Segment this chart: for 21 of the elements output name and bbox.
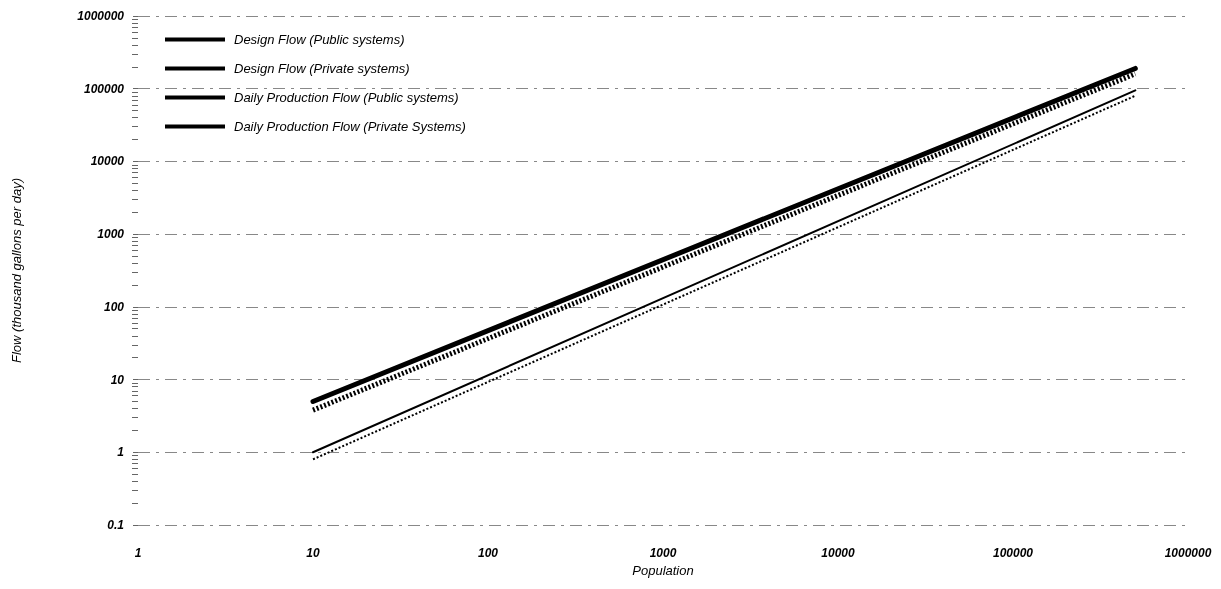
x-tick-label: 10 xyxy=(306,546,320,560)
x-tick-label: 100 xyxy=(477,546,499,560)
x-tick-label: 1000000 xyxy=(1164,546,1212,560)
x-tick-label: 10000 xyxy=(821,546,856,560)
legend-label: Daily Production Flow (Public systems) xyxy=(234,90,459,105)
legend-label: Design Flow (Public systems) xyxy=(234,32,405,47)
x-axis-title: Population xyxy=(632,562,694,578)
y-tick-label: 1000000 xyxy=(77,9,125,23)
y-tick-label: 100 xyxy=(103,299,125,314)
x-tick-label: 1 xyxy=(134,546,142,560)
legend-label: Daily Production Flow (Private Systems) xyxy=(234,119,466,134)
x-tick-label: 100000 xyxy=(992,546,1034,560)
legend-label: Design Flow (Private systems) xyxy=(234,61,410,76)
y-tick-label: 10 xyxy=(110,372,125,387)
y-tick-label: 100000 xyxy=(83,81,125,96)
y-tick-label: 0.1 xyxy=(107,518,125,532)
x-tick-label: 1000 xyxy=(649,546,677,560)
y-axis-title: Flow (thousand gallons per day) xyxy=(9,178,24,363)
y-tick-label: 10000 xyxy=(90,154,125,169)
y-tick-label: 1 xyxy=(117,445,125,460)
y-tick-label: 1000 xyxy=(97,227,125,242)
